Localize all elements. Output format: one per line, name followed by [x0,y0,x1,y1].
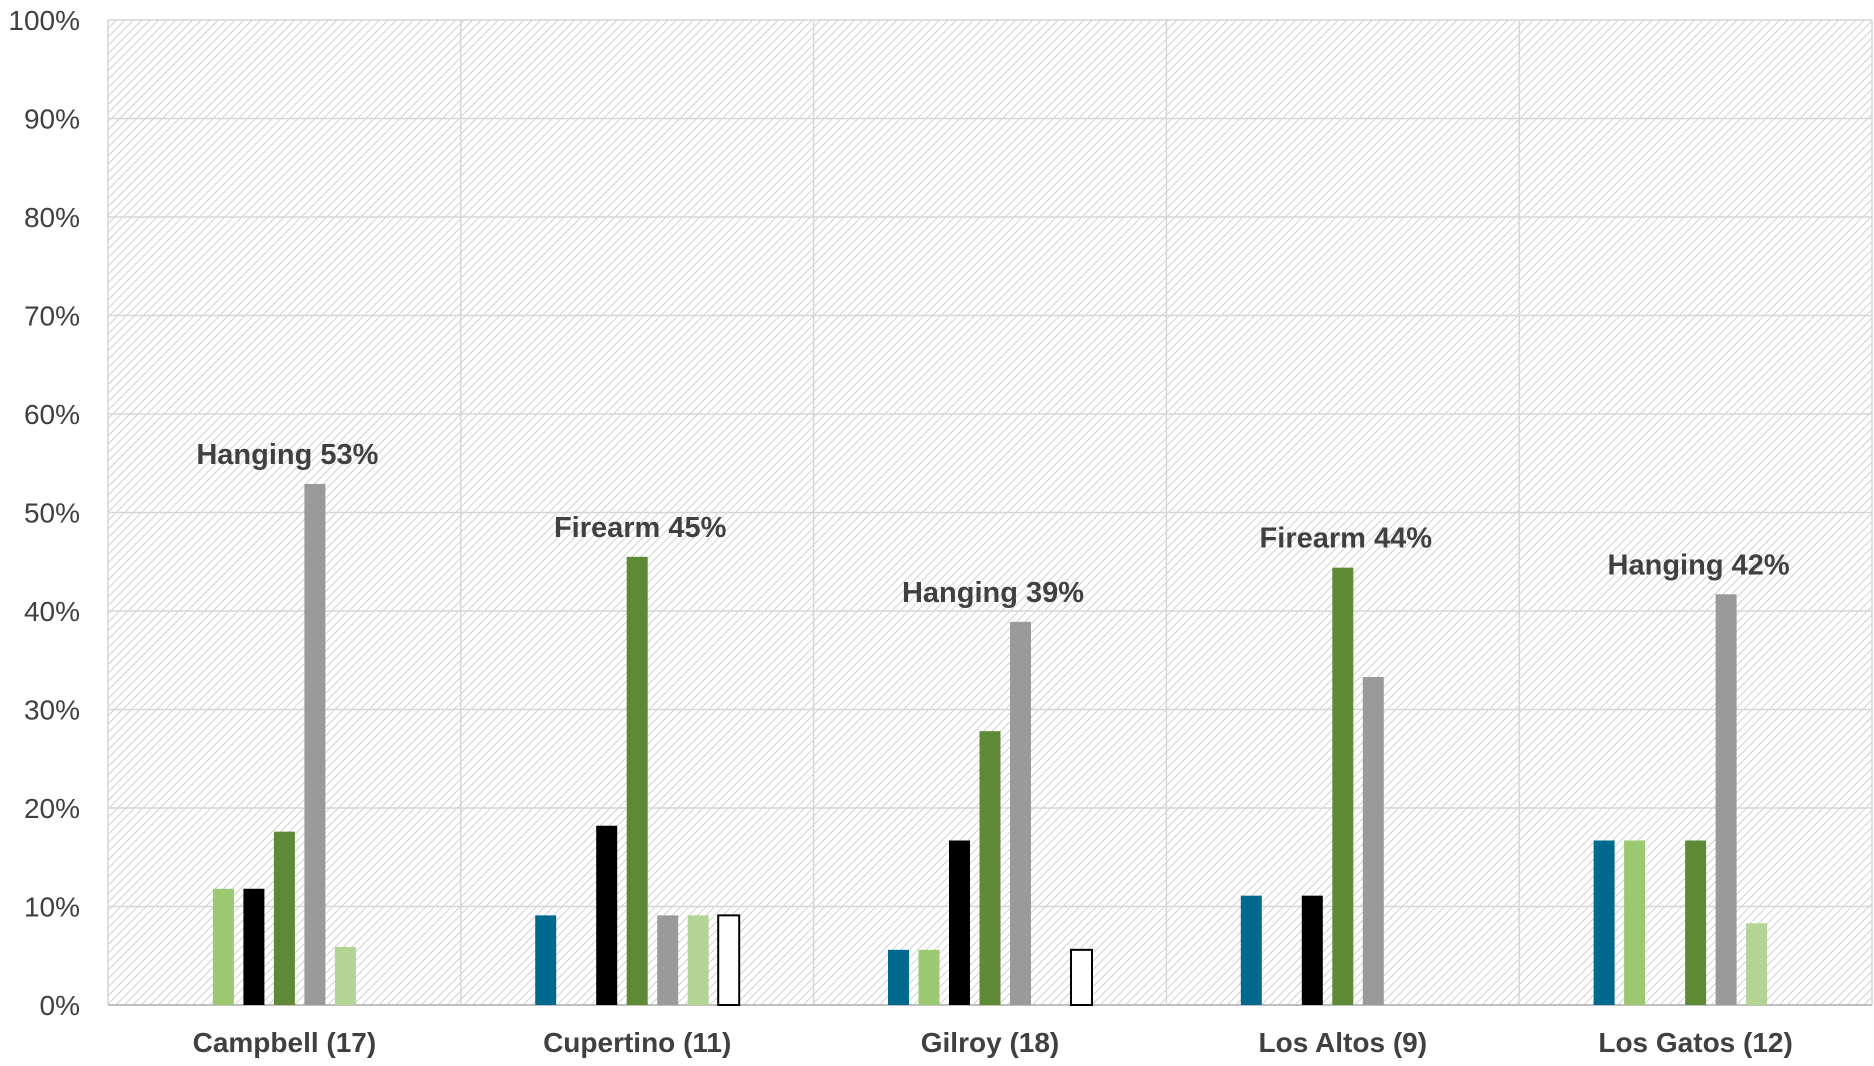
data-annotation-label: Firearm 45% [554,512,727,544]
y-tick-label: 20% [24,793,80,824]
bar [717,914,741,1006]
bar [1070,948,1093,1007]
x-category-label: Los Gatos (12) [1598,1027,1792,1058]
x-category-label: Cupertino (11) [543,1027,731,1058]
data-annotation-label: Firearm 44% [1260,523,1433,555]
y-tick-label: 80% [24,202,80,233]
y-tick-label: 100% [8,5,80,36]
y-tick-label: 90% [24,104,80,135]
bar [243,888,265,1005]
annotations: Hanging 53% Firearm 45% Hanging 39% Firearm… [196,439,1789,609]
bar [1624,840,1646,1005]
y-tick-label: 30% [24,695,80,726]
x-category-label: Los Altos (9) [1259,1027,1428,1058]
bar [1685,840,1707,1005]
bar [273,831,295,1005]
y-tick-label: 10% [24,892,80,923]
y-tick-label: 50% [24,498,80,529]
y-tick-label: 70% [24,301,80,332]
bar [535,915,557,1005]
x-axis-category-labels: Campbell (17) Cupertino (11) Gilroy (18) Lo… [193,1027,1793,1058]
bar [918,949,940,1005]
y-tick-label: 60% [24,399,80,430]
x-category-label: Campbell (17) [193,1027,377,1058]
bar [304,483,326,1005]
bar [657,915,679,1005]
x-category-label: Gilroy (18) [921,1027,1059,1058]
bar [334,946,356,1005]
bar [1010,621,1031,1005]
data-annotation-label: Hanging 39% [902,577,1084,609]
bar [1593,840,1615,1005]
y-axis-tick-labels: 0% 10% 20% 30% 40% 50% 60% 70% 80% 90% 100% [8,5,80,1021]
bar [888,949,909,1005]
bar [687,915,709,1005]
data-annotation-label: Hanging 42% [1608,549,1790,581]
bar [1332,567,1354,1005]
bar [212,888,234,1005]
bar [1301,895,1323,1005]
bar [1746,923,1768,1005]
bar [626,556,648,1005]
bar [1240,895,1262,1005]
bar [596,825,618,1005]
bars [212,483,1768,1007]
bar [1715,594,1737,1005]
data-annotation-label: Hanging 53% [196,439,378,471]
bar [1362,676,1384,1005]
bar [979,731,1001,1005]
bar [949,840,970,1005]
y-tick-label: 40% [24,596,80,627]
y-tick-label: 0% [40,990,80,1021]
